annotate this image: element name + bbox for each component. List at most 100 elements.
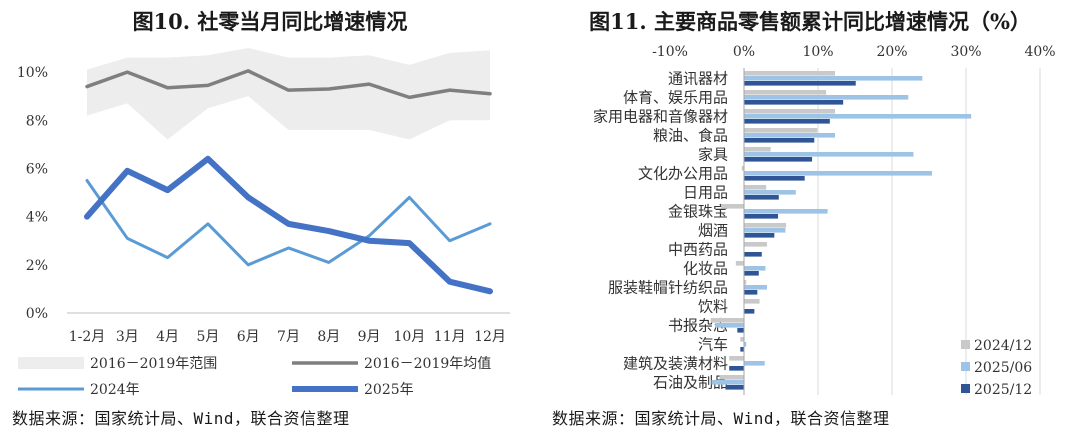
chart-title: 图11. 主要商品零售额累计同比增速情况（%） — [589, 9, 1031, 34]
legend-label: 2024年 — [90, 382, 140, 398]
x-tick-label: 11月 — [434, 329, 466, 345]
x-tick-label: 0% — [733, 44, 755, 60]
bar — [744, 190, 796, 195]
legend-label: 2016－2019年范围 — [90, 355, 217, 372]
line-chart: 0% 2% 4% 6% 8% 10% 1-2月 3月 4月 5月 6月 7月 8月 9月 10月 11月 12月… — [17, 48, 510, 398]
legend-label: 2016－2019年均值 — [364, 356, 491, 372]
category-label: 中西药品 — [668, 241, 728, 259]
category-label: 家具 — [698, 146, 728, 164]
category-label: 金银珠宝 — [668, 203, 728, 221]
x-tick-label: 12月 — [474, 329, 506, 345]
x-tick-label: 10% — [802, 44, 833, 60]
x-tick-label: 20% — [876, 44, 907, 60]
bar — [744, 71, 836, 76]
bar — [721, 204, 744, 209]
x-tick-label: 5月 — [196, 329, 219, 345]
legend-label: 2025年 — [364, 382, 414, 398]
bar — [744, 214, 779, 219]
bar — [744, 228, 786, 233]
x-tick-label: -10% — [652, 44, 688, 60]
bar — [725, 385, 744, 390]
bar — [744, 361, 765, 366]
bar — [744, 195, 779, 200]
category-label: 石油及制品 — [653, 374, 728, 392]
bar — [744, 309, 755, 314]
bar — [744, 242, 767, 247]
category-label: 烟酒 — [698, 222, 728, 240]
bar — [744, 223, 787, 228]
bar-chart: -10% 0% 10% 20% 30% 40% 通讯器材体育、娱乐用品家用电器和音像器材粮油… — [593, 44, 1056, 398]
bar — [744, 95, 909, 100]
x-tick-label: 40% — [1024, 44, 1055, 60]
y-tick-label: 2% — [26, 258, 48, 274]
bar — [744, 252, 762, 257]
bar — [715, 323, 744, 328]
x-tick-label: 3月 — [116, 329, 139, 345]
category-label: 服装鞋帽针纺织品 — [608, 279, 728, 297]
x-tick-label: 6月 — [237, 329, 260, 345]
source-note: 数据来源：国家统计局、Wind，联合资信整理 — [12, 409, 350, 428]
bar — [729, 356, 744, 361]
bar — [744, 171, 932, 176]
bar — [744, 152, 914, 157]
chart-panel-retail-monthly: 图10. 社零当月同比增速情况 0% 2% 4% 6% 8% 10% 1-2月 3月 4月 5月 6… — [12, 9, 510, 428]
bar — [719, 375, 744, 380]
bar — [737, 328, 744, 333]
series-line-2 — [85, 179, 492, 267]
category-label: 文化办公用品 — [638, 165, 728, 183]
bar — [744, 138, 815, 143]
bar — [744, 81, 856, 86]
bar — [744, 133, 836, 138]
bar — [744, 342, 747, 347]
bar — [740, 347, 744, 352]
legend-swatch — [961, 384, 970, 393]
bar — [744, 266, 766, 271]
bar — [710, 318, 744, 323]
category-label: 日用品 — [683, 184, 728, 202]
bar — [744, 119, 830, 124]
chart-panel-goods-retail: 图11. 主要商品零售额累计同比增速情况（%） -10% 0% 10% 20% 30% 4… — [540, 0, 1080, 440]
bar — [744, 114, 972, 119]
category-label: 汽车 — [698, 336, 728, 354]
bar — [744, 100, 844, 105]
y-tick-label: 6% — [26, 161, 48, 177]
chart-title: 图10. 社零当月同比增速情况 — [132, 9, 408, 34]
bar — [744, 271, 759, 276]
series-line-1 — [85, 69, 492, 100]
x-tick-label: 8月 — [317, 329, 340, 345]
legend-swatch — [961, 362, 970, 371]
source-note: 数据来源：国家统计局、Wind，联合资信整理 — [552, 409, 890, 428]
legend-label: 2024/12 — [974, 338, 1032, 354]
x-tick-label: 30% — [950, 44, 981, 60]
y-tick-label: 8% — [26, 113, 48, 129]
bar — [744, 185, 767, 190]
bar — [741, 166, 744, 171]
category-label: 化妆品 — [683, 260, 728, 278]
bar — [711, 380, 744, 385]
category-label: 家用电器和音像器材 — [593, 108, 728, 126]
bar — [744, 280, 747, 285]
bar — [744, 157, 813, 162]
bar — [744, 290, 758, 295]
bar — [744, 285, 767, 290]
bar — [744, 147, 771, 152]
x-tick-label: 7月 — [277, 329, 300, 345]
y-tick-label: 10% — [17, 65, 48, 81]
bar — [744, 128, 818, 133]
bar — [744, 176, 805, 181]
category-label: 饮料 — [698, 298, 728, 316]
category-label: 粮油、食品 — [653, 127, 728, 145]
range-band — [87, 48, 490, 140]
series-line-3 — [84, 155, 493, 295]
bar — [740, 337, 744, 342]
x-tick-label: 4月 — [156, 329, 179, 345]
bar — [744, 233, 775, 238]
legend-swatch — [18, 357, 84, 369]
legend-label: 2025/06 — [974, 360, 1032, 376]
bar — [744, 76, 923, 81]
bar — [744, 299, 760, 304]
y-tick-label: 0% — [26, 306, 48, 322]
category-label: 建筑及装潢材料 — [623, 355, 728, 373]
bar — [744, 209, 828, 214]
legend-swatch — [961, 340, 970, 349]
